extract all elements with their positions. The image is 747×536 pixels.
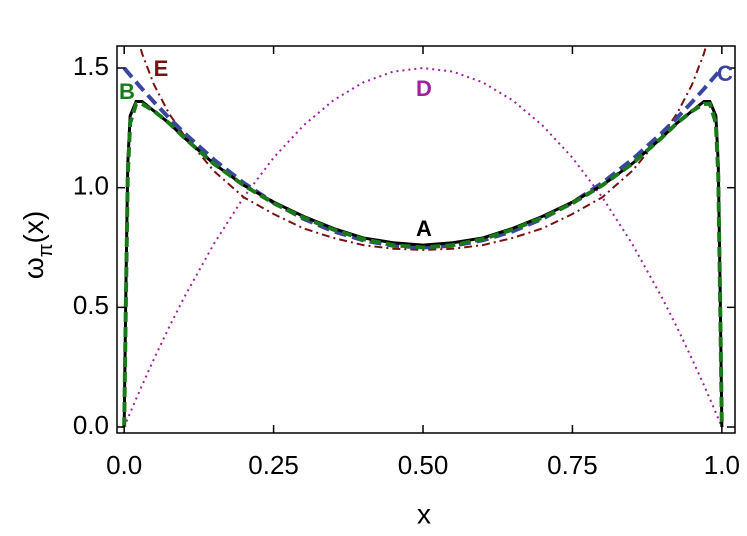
series-label: E: [154, 56, 169, 81]
x-tick-label: 0.50: [398, 450, 449, 480]
series-label: C: [717, 61, 733, 86]
series-line: [122, 100, 724, 428]
series-label: A: [416, 216, 432, 241]
series-line: [122, 101, 724, 428]
x-axis-label: x: [417, 498, 431, 529]
frame: [116, 45, 736, 434]
x-tick-label: 0.25: [248, 450, 299, 480]
series-line: [123, 67, 723, 428]
series-line: [122, 66, 724, 250]
series-label: D: [416, 76, 432, 101]
y-tick-label: 1.0: [73, 171, 109, 201]
x-tick-label: 1.0: [704, 450, 740, 480]
x-tick-label: 0.0: [106, 450, 142, 480]
y-tick-label: 0.5: [73, 290, 109, 320]
plot-area: [122, 46, 724, 428]
series-line: [138, 46, 708, 251]
x-tick-label: 0.75: [547, 450, 598, 480]
series-label: B: [119, 79, 135, 104]
y-tick-label: 0.0: [73, 410, 109, 440]
y-axis-label: ωπ(x): [18, 211, 57, 279]
y-tick-label: 1.5: [73, 51, 109, 81]
